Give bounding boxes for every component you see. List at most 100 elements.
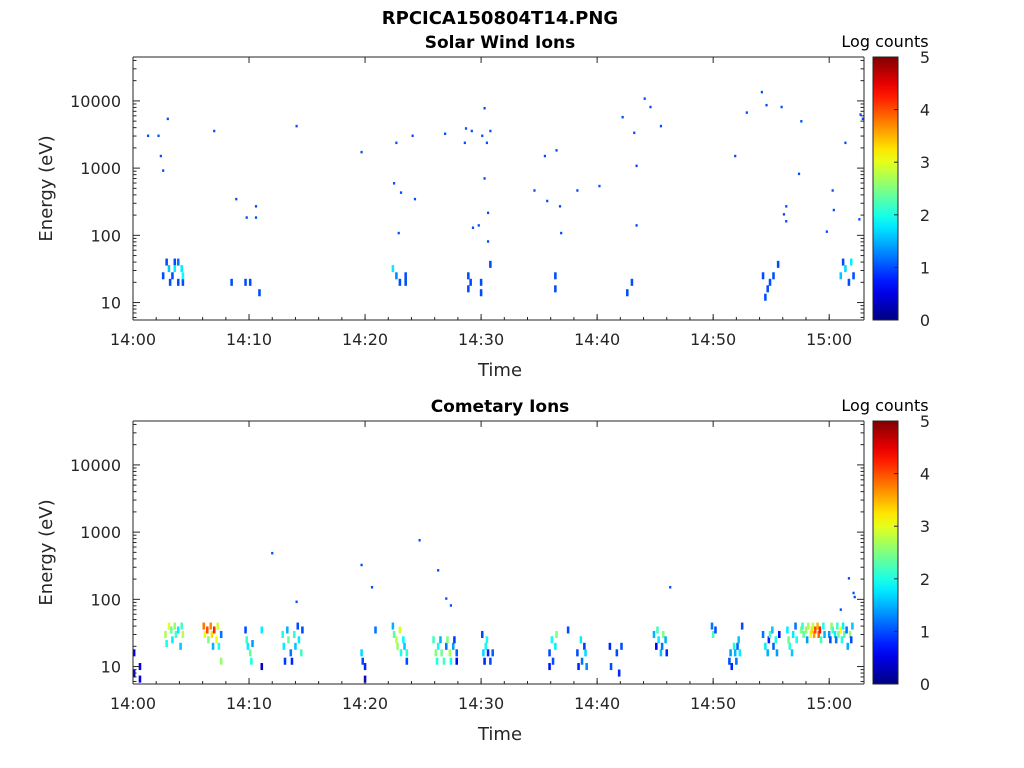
heatmap-cell: [212, 626, 216, 634]
heatmap-cell: [258, 289, 261, 297]
heatmap-cell: [844, 141, 847, 145]
x-tick-label: 14:10: [226, 330, 272, 349]
x-tick-label: 15:00: [806, 330, 852, 349]
heatmap-cell: [260, 626, 264, 634]
heatmap-cell: [485, 141, 488, 145]
heatmap-cell: [483, 106, 486, 110]
heatmap-cell: [173, 258, 177, 266]
heatmap-cell: [630, 278, 634, 286]
heatmap-cell: [282, 642, 286, 650]
heatmap-cell: [437, 569, 440, 572]
heatmap-cell: [217, 642, 221, 650]
heatmap-cell: [858, 218, 861, 221]
heatmap-cell: [486, 211, 490, 215]
heatmap-cell: [657, 636, 660, 644]
heatmap-cell: [297, 636, 301, 644]
colorbar-label: Log counts: [841, 32, 928, 51]
heatmap-cell: [558, 205, 562, 208]
heatmap-cell: [554, 272, 557, 280]
heatmap-cell: [847, 278, 851, 286]
heatmap-cell: [397, 231, 400, 235]
heatmap-cell: [580, 657, 584, 665]
heatmap-cell: [652, 630, 656, 638]
heatmap-cell: [254, 205, 258, 208]
heatmap-cell: [245, 636, 248, 644]
heatmap-cell: [551, 657, 555, 665]
heatmap-cells: [146, 90, 864, 301]
heatmap-cell: [403, 642, 406, 650]
heatmap-cell: [772, 272, 775, 280]
heatmap-cell: [464, 127, 468, 130]
heatmap-cell: [795, 636, 798, 644]
heatmap-cell: [845, 626, 848, 634]
x-tick-label: 14:50: [690, 694, 736, 713]
heatmap-cell: [550, 636, 554, 644]
heatmap-cell: [740, 622, 744, 630]
x-tick-label: 14:10: [226, 694, 272, 713]
heatmap-cell: [643, 97, 646, 100]
heatmap-cell: [764, 293, 767, 301]
heatmap-cell: [661, 630, 665, 638]
heatmap-cell: [209, 622, 213, 630]
heatmap-cell: [161, 272, 165, 280]
heatmap-cell: [271, 551, 274, 555]
heatmap-cell: [861, 117, 864, 121]
colorbar-tick-label: 0: [920, 675, 930, 694]
heatmap-cell: [635, 224, 638, 227]
heatmap-cell: [295, 124, 298, 128]
heatmap-cell: [444, 132, 447, 136]
heatmap-cell: [768, 278, 772, 286]
heatmap-cell: [655, 642, 658, 650]
heatmap-cell: [728, 657, 731, 665]
heatmap-cell: [398, 626, 402, 634]
heatmap-cell: [173, 622, 177, 630]
heatmap-cell: [301, 626, 304, 634]
x-tick-label: 14:30: [458, 330, 504, 349]
heatmap-cell: [780, 105, 783, 109]
colorbar-tick-label: 1: [920, 622, 930, 641]
heatmap-cell: [244, 626, 247, 634]
heatmap-cell: [395, 141, 398, 145]
heatmap-cell: [665, 649, 669, 657]
heatmap-cell: [411, 134, 414, 138]
panel-title: Cometary Ions: [431, 397, 570, 417]
heatmap-cell: [211, 642, 215, 650]
heatmap-cell: [811, 622, 815, 630]
x-tick-label: 14:40: [574, 330, 620, 349]
figure-title: RPCICA150804T14.PNG: [382, 8, 618, 29]
heatmap-cell: [660, 642, 664, 650]
heatmap-cell: [489, 657, 492, 665]
heatmap-cell: [299, 649, 303, 657]
heatmap-cell: [849, 258, 853, 266]
heatmap-cell: [290, 657, 294, 665]
heatmap-cell: [555, 149, 558, 152]
heatmap-cell: [399, 649, 403, 657]
heatmap-cell: [467, 285, 470, 293]
heatmap-cell: [659, 649, 663, 657]
heatmap-cell: [363, 663, 367, 671]
panel-solar-wind: Solar Wind Ions 14:00 14:10 14:20 14:30 14:40…: [36, 32, 930, 381]
heatmap-cell: [436, 642, 440, 650]
heatmap-cell: [853, 595, 856, 599]
heatmap-cell: [802, 630, 805, 638]
heatmap-cell: [479, 289, 483, 297]
heatmap-cell: [764, 642, 767, 650]
colorbar-tick-label: 3: [920, 153, 930, 172]
heatmap-cell: [491, 649, 494, 657]
heatmap-cell: [797, 172, 801, 176]
heatmap-cell: [467, 272, 470, 280]
heatmap-cell: [831, 626, 834, 634]
y-tick-label: 1000: [80, 523, 121, 542]
heatmap-cell: [442, 657, 446, 665]
heatmap-cell: [165, 640, 168, 648]
x-tick-label: 15:00: [806, 694, 852, 713]
y-tick-label: 10000: [70, 92, 121, 111]
heatmap-cell: [737, 636, 740, 644]
heatmap-cell: [482, 649, 485, 657]
colorbar-tick-label: 4: [920, 101, 930, 120]
heatmap-cell: [805, 636, 809, 644]
heatmap-cell: [836, 622, 839, 630]
